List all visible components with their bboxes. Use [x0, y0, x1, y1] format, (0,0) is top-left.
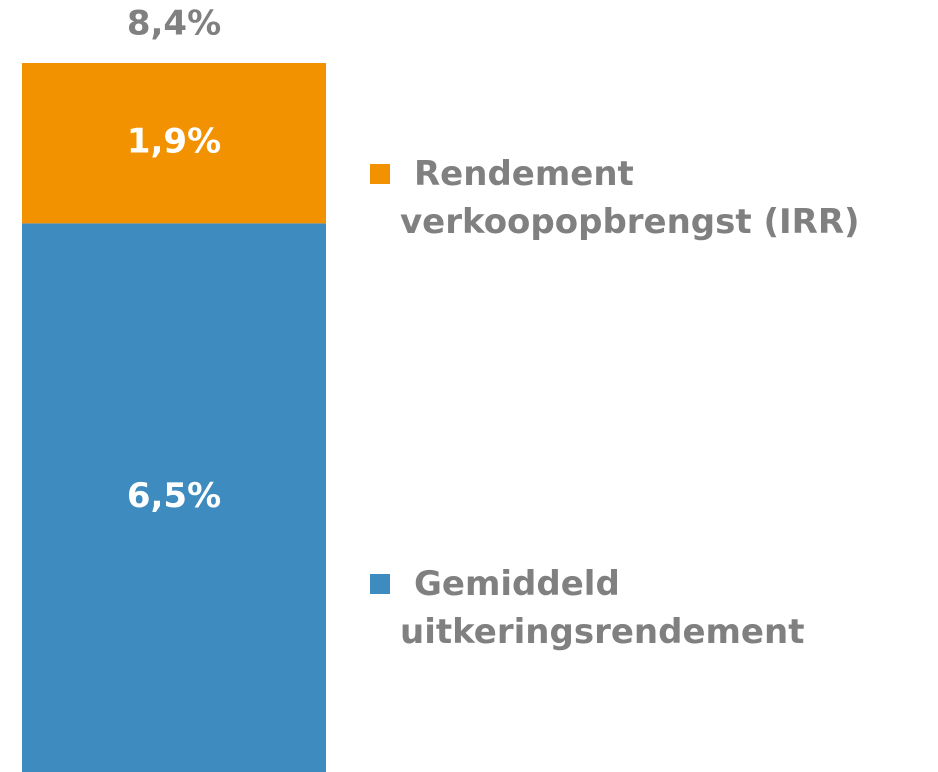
- value-label: 6,5%: [127, 476, 221, 516]
- legend-swatch: [370, 164, 390, 184]
- value-label: 1,9%: [127, 122, 221, 162]
- legend-label: Rendement verkoopopbrengst (IRR): [400, 154, 860, 242]
- bar-segment: [22, 63, 326, 224]
- total-label: 8,4%: [127, 4, 221, 44]
- legend-item: Gemiddeld uitkeringsrendement: [370, 560, 930, 656]
- legend-item: Rendement verkoopopbrengst (IRR): [370, 150, 930, 246]
- bar-segment: [22, 223, 326, 772]
- legend-swatch: [370, 574, 390, 594]
- legend-label: Gemiddeld uitkeringsrendement: [400, 564, 805, 652]
